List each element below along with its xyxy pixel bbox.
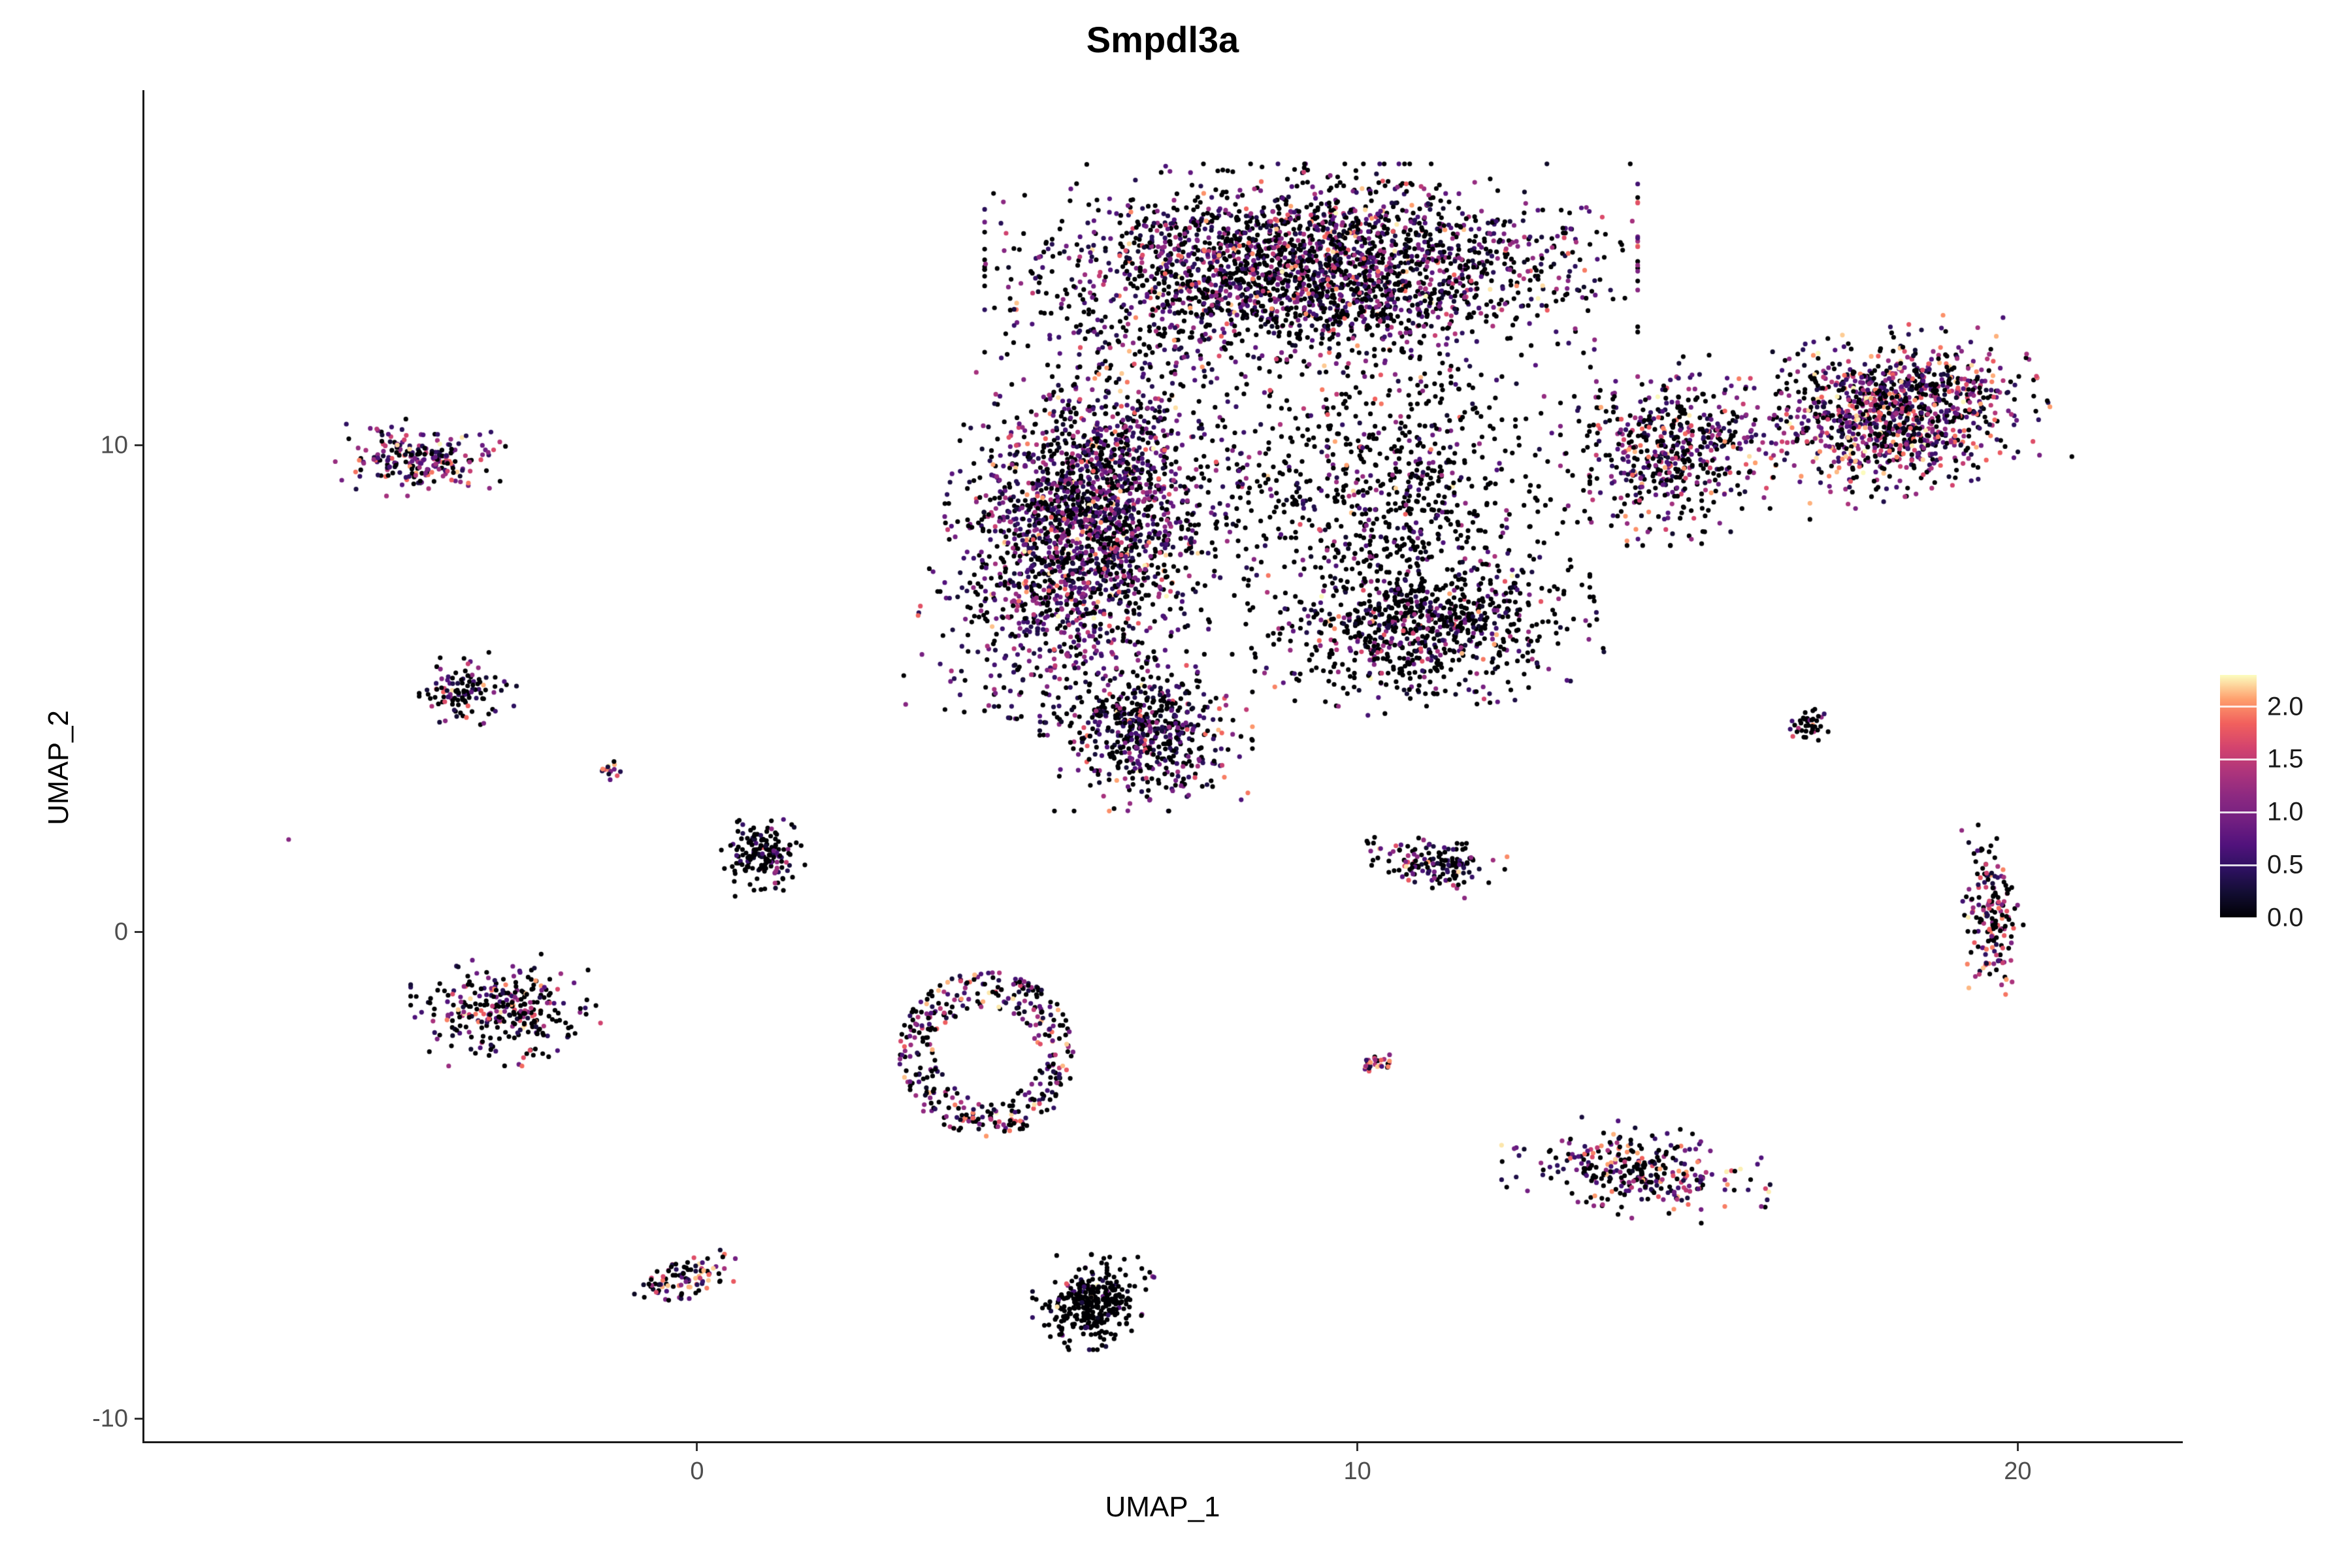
colorbar-tick-mark	[2220, 758, 2257, 760]
colorbar-tick-label: 1.5	[2267, 744, 2304, 774]
y-tick-label: -10	[92, 1405, 128, 1433]
y-axis-label: UMAP_2	[42, 710, 74, 826]
x-tick-mark	[1356, 1443, 1359, 1451]
x-tick-label: 10	[1343, 1458, 1371, 1485]
x-tick-label: 20	[2004, 1458, 2032, 1485]
y-tick-label: 10	[100, 431, 128, 459]
x-tick-mark	[696, 1443, 698, 1451]
colorbar-tick-label: 1.0	[2267, 797, 2304, 826]
colorbar-tick-label: 0.0	[2267, 903, 2304, 932]
plot-title: Smpdl3a	[1086, 19, 1239, 60]
x-tick-mark	[2016, 1443, 2019, 1451]
x-axis-label: UMAP_1	[1105, 1491, 1220, 1523]
colorbar-tick-mark	[2220, 917, 2257, 919]
colorbar-gradient	[2220, 675, 2257, 918]
colorbar-tick-mark	[2220, 864, 2257, 866]
colorbar-tick-label: 0.5	[2267, 850, 2304, 879]
y-tick-label: 0	[114, 918, 128, 946]
colorbar-tick-mark	[2220, 706, 2257, 708]
x-tick-label: 0	[690, 1458, 704, 1485]
y-tick-mark	[135, 444, 142, 447]
y-tick-mark	[135, 931, 142, 934]
colorbar-tick-label: 2.0	[2267, 692, 2304, 721]
colorbar-tick-mark	[2220, 811, 2257, 813]
y-tick-mark	[135, 1418, 142, 1420]
